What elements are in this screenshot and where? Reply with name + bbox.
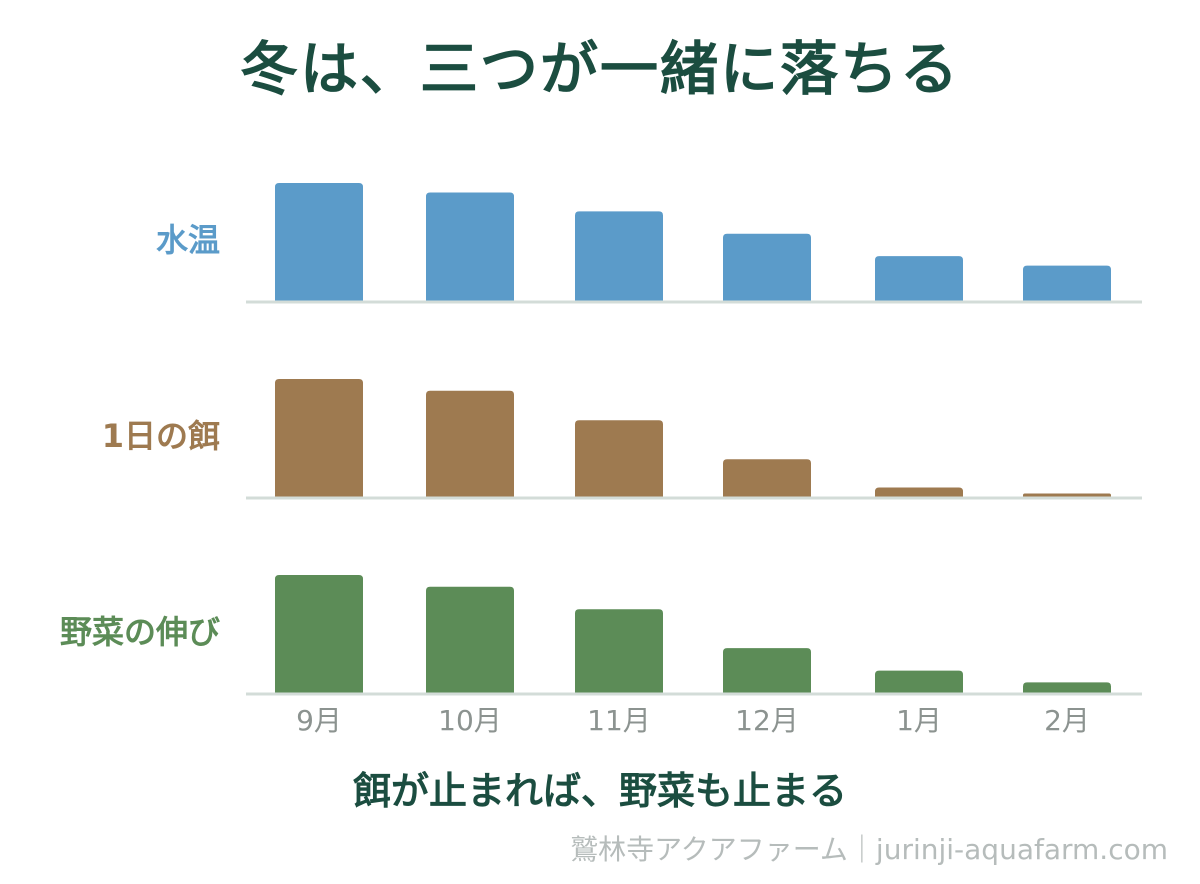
bar [875,487,963,497]
bar [875,670,963,693]
bar [1023,682,1111,693]
bar [426,192,514,301]
panel-1: 1日の餌 [102,379,1142,500]
page-title: 冬は、三つが一緒に落ちる [239,35,960,103]
panel-2: 野菜の伸び [60,575,1142,696]
bar [875,256,963,301]
chart-caption: 餌が止まれば、野菜も止まる [352,769,847,813]
bar [575,609,663,693]
bar [275,575,363,693]
bar [275,183,363,301]
x-tick-label: 12月 [735,704,799,737]
x-tick-label: 2月 [1044,704,1090,737]
source-credit: 鷲林寺アクアファーム｜jurinji-aquafarm.com [570,833,1168,866]
x-tick-label: 9月 [296,704,342,737]
x-tick-label: 11月 [587,704,651,737]
bar [426,586,514,693]
series-label: 1日の餌 [102,417,220,455]
series-label: 野菜の伸び [60,613,220,651]
bar [723,459,811,497]
bar [1023,265,1111,301]
bar [426,390,514,497]
x-tick-label: 10月 [438,704,502,737]
panel-0: 水温 [156,183,1142,304]
bar [723,648,811,693]
x-tick-label: 1月 [896,704,942,737]
bar [575,420,663,497]
bar [575,211,663,301]
bar [723,233,811,301]
series-label: 水温 [156,221,220,259]
bar [275,379,363,497]
bar [1023,493,1111,497]
